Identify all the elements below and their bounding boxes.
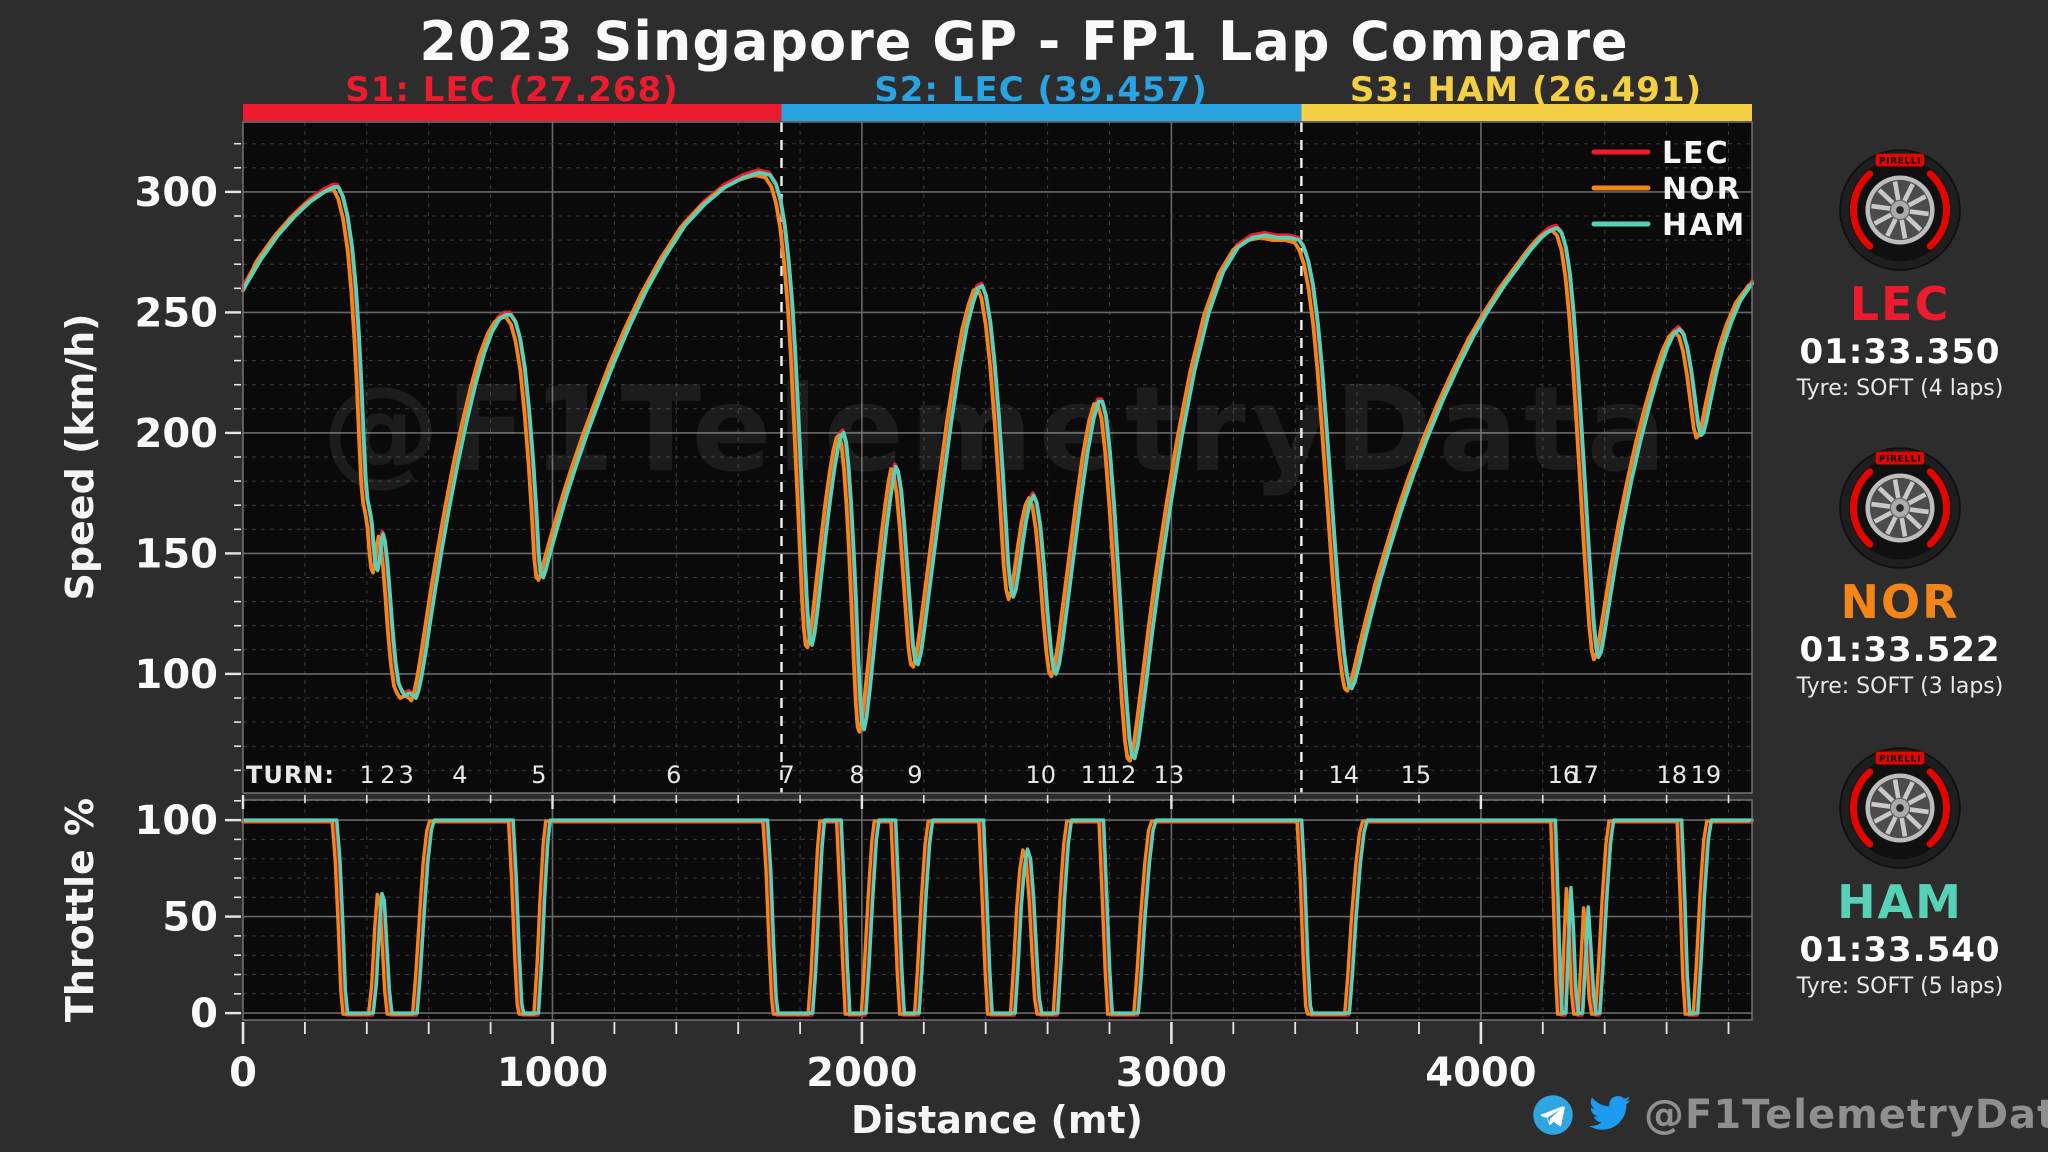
legend-label-lec: LEC (1662, 136, 1730, 171)
driver-tyre-info: Tyre: SOFT (3 laps) (1796, 674, 2004, 700)
social-handle[interactable]: @F1TelemetryData (1644, 1092, 2048, 1138)
speed-tick-labels: 100 150 200 250 300 (135, 170, 219, 698)
svg-text:0: 0 (190, 991, 218, 1037)
social-row: @F1TelemetryData (1532, 1092, 2048, 1138)
x-tick-labels: 0 1000 2000 3000 4000 (229, 1050, 1536, 1096)
svg-text:8: 8 (849, 761, 864, 789)
svg-text:18: 18 (1657, 761, 1688, 789)
throttle-trace-nor (241, 819, 1751, 1016)
svg-text:3000: 3000 (1116, 1050, 1227, 1096)
svg-text:200: 200 (135, 411, 219, 457)
distance-axis-title: Distance (mt) (850, 1098, 1144, 1142)
svg-text:150: 150 (135, 531, 219, 577)
page-title: 2023 Singapore GP - FP1 Lap Compare (419, 10, 1629, 73)
svg-text:4000: 4000 (1425, 1050, 1536, 1096)
speed-axis-title: Speed (km/h) (58, 313, 102, 601)
svg-text:7: 7 (779, 761, 794, 789)
soft-tyre-icon: PIRELLI P ZERO (1839, 149, 1961, 271)
svg-text:PIRELLI: PIRELLI (1879, 455, 1921, 465)
svg-text:1: 1 (359, 761, 374, 789)
throttle-trace-ham (242, 818, 1754, 1015)
soft-tyre-icon: PIRELLI P ZERO (1839, 747, 1961, 869)
svg-text:0: 0 (229, 1050, 257, 1096)
telegram-icon[interactable] (1532, 1094, 1574, 1136)
svg-text:16: 16 (1548, 761, 1579, 789)
sector2-label: S2: LEC (39.457) (874, 70, 1208, 110)
svg-text:2000: 2000 (806, 1050, 917, 1096)
driver-card-nor: PIRELLI P ZERO NOR 01:33.522 Tyre: SOFT … (1770, 444, 2030, 699)
sector3-label: S3: HAM (26.491) (1349, 70, 1703, 110)
svg-text:50: 50 (162, 895, 218, 941)
svg-text:250: 250 (135, 290, 219, 336)
svg-text:10: 10 (1026, 761, 1057, 789)
driver-tyre-info: Tyre: SOFT (5 laps) (1796, 974, 2004, 1000)
svg-text:13: 13 (1154, 761, 1185, 789)
driver-tyre-info: Tyre: SOFT (4 laps) (1796, 376, 2004, 402)
svg-text:300: 300 (135, 170, 219, 216)
driver-card-ham: PIRELLI P ZERO HAM 01:33.540 Tyre: SOFT … (1770, 744, 2030, 999)
speed-trace-ham (241, 170, 1754, 761)
svg-text:PIRELLI: PIRELLI (1879, 755, 1921, 765)
sector1-label: S1: LEC (27.268) (345, 70, 679, 110)
sector-bar (243, 104, 1752, 121)
svg-text:100: 100 (135, 798, 219, 844)
driver-card-lec: PIRELLI P ZERO LEC 01:33.350 Tyre: SOFT … (1770, 146, 2030, 401)
driver-code: NOR (1840, 575, 1960, 629)
panel-bg (243, 800, 1752, 1020)
speed-trace-nor (241, 173, 1751, 763)
svg-text:12: 12 (1106, 761, 1137, 789)
svg-text:2: 2 (380, 761, 395, 789)
svg-text:14: 14 (1329, 761, 1360, 789)
soft-tyre-icon: PIRELLI P ZERO (1839, 447, 1961, 569)
svg-text:4: 4 (452, 761, 467, 789)
driver-laptime: 01:33.350 (1799, 332, 2001, 373)
driver-laptime: 01:33.522 (1799, 630, 2001, 671)
twitter-icon[interactable] (1586, 1095, 1632, 1135)
svg-text:PIRELLI: PIRELLI (1879, 157, 1921, 167)
svg-text:19: 19 (1691, 761, 1722, 789)
svg-text:100: 100 (135, 652, 219, 698)
panel-border (242, 121, 1753, 794)
svg-text:15: 15 (1401, 761, 1432, 789)
legend-label-nor: NOR (1662, 172, 1742, 207)
svg-text:TURN:: TURN: (246, 761, 335, 789)
driver-code: LEC (1849, 277, 1951, 331)
svg-text:9: 9 (907, 761, 922, 789)
svg-text:6: 6 (666, 761, 681, 789)
throttle-axis-title: Throttle % (58, 797, 102, 1023)
legend-label-ham: HAM (1662, 208, 1746, 243)
svg-text:11: 11 (1081, 761, 1112, 789)
svg-text:3: 3 (398, 761, 413, 789)
driver-code: HAM (1837, 875, 1963, 929)
svg-text:17: 17 (1568, 761, 1599, 789)
driver-laptime: 01:33.540 (1799, 930, 2001, 971)
panel-border (242, 799, 1753, 1021)
axis-ticks (225, 142, 1730, 1044)
svg-text:5: 5 (531, 761, 546, 789)
throttle-tick-labels: 0 50 100 (135, 798, 219, 1037)
svg-text:1000: 1000 (497, 1050, 608, 1096)
